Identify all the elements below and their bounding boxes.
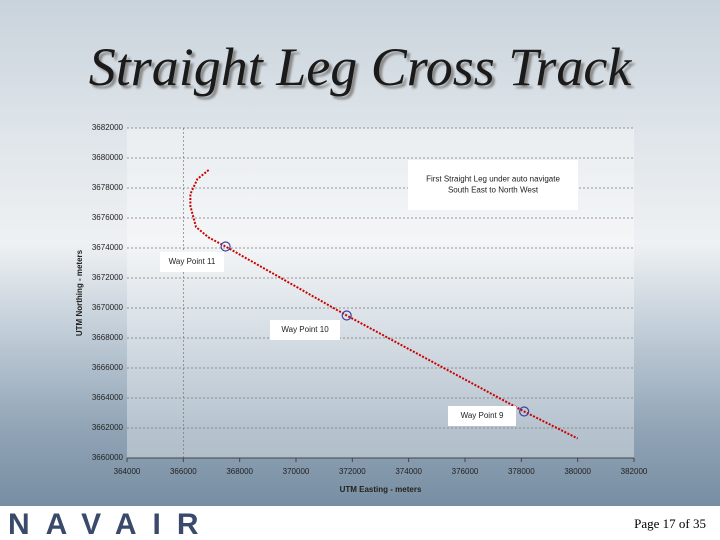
annotation-box — [448, 406, 516, 426]
annotation-text: First Straight Leg under auto navigate — [426, 175, 560, 184]
annotation-text: Way Point 10 — [281, 325, 329, 334]
x-tick-label: 374000 — [395, 467, 422, 476]
x-axis-label: UTM Easting - meters — [340, 485, 422, 494]
y-tick-label: 3670000 — [92, 303, 124, 312]
track-line — [189, 169, 579, 440]
y-tick-label: 3674000 — [92, 243, 124, 252]
page-number: Page 17 of 35 — [634, 516, 706, 531]
x-tick-label: 370000 — [283, 467, 310, 476]
y-tick-label: 3682000 — [92, 123, 124, 132]
y-tick-label: 3678000 — [92, 183, 124, 192]
slide-title: Straight Leg Cross Track — [88, 37, 632, 97]
x-tick-label: 380000 — [564, 467, 591, 476]
y-tick-label: 3668000 — [92, 333, 124, 342]
footer: NAVAIR Page 17 of 35 — [0, 506, 720, 540]
y-tick-label: 3666000 — [92, 363, 124, 372]
waypoint-marker — [220, 241, 231, 252]
y-tick-label: 3662000 — [92, 423, 124, 432]
x-tick-label: 382000 — [621, 467, 648, 476]
annotation-box — [160, 252, 224, 272]
waypoint-marker — [341, 310, 352, 321]
chart: 3660000 3662000 3664000 3666000 3668000 36700… — [75, 123, 648, 494]
y-axis-label: UTM Northing - meters — [75, 249, 84, 336]
y-tick-label: 3664000 — [92, 393, 124, 402]
y-tick-label: 3676000 — [92, 213, 124, 222]
annotation-text: South East to North West — [448, 186, 539, 195]
annotation-box — [408, 160, 578, 210]
annotation-text: Way Point 9 — [461, 411, 504, 420]
y-tick-label: 3672000 — [92, 273, 124, 282]
logo: NAVAIR — [8, 508, 215, 540]
x-tick-label: 368000 — [226, 467, 253, 476]
y-tick-label: 3660000 — [92, 453, 124, 462]
x-tick-label: 366000 — [170, 467, 197, 476]
y-tick-label: 3680000 — [92, 153, 124, 162]
x-tick-label: 372000 — [339, 467, 366, 476]
x-tick-label: 364000 — [114, 467, 141, 476]
x-tick-label: 376000 — [452, 467, 479, 476]
annotation-box — [270, 320, 340, 340]
x-tick-label: 378000 — [508, 467, 535, 476]
waypoint-marker — [519, 406, 530, 417]
annotation-text: Way Point 11 — [169, 257, 216, 266]
